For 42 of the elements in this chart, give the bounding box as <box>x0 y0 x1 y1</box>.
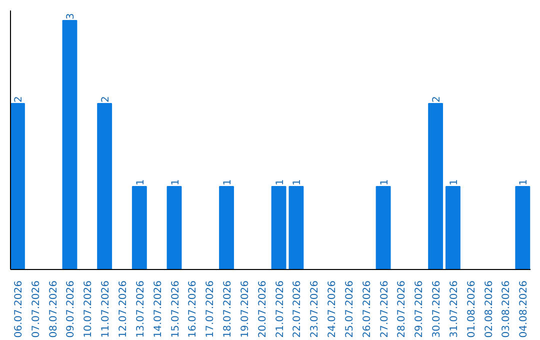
data-label: 1 <box>518 179 530 186</box>
data-label: 1 <box>170 179 182 186</box>
x-tick-label: 16.07.2026 <box>188 280 199 338</box>
x-tick-label: 18.07.2026 <box>222 280 234 338</box>
x-tick-label: 27.07.2026 <box>379 280 390 338</box>
x-tick-label: 01.08.2026 <box>466 280 478 338</box>
x-tick-label: 28.07.2026 <box>396 280 408 338</box>
data-label: 1 <box>274 179 286 186</box>
x-tick-label: 20.07.2026 <box>257 280 268 338</box>
x-tick-label: 25.07.2026 <box>344 280 356 338</box>
data-label: 1 <box>292 179 304 186</box>
data-label: 1 <box>222 179 234 186</box>
x-tick-label: 08.07.2026 <box>48 280 60 338</box>
x-tick-label: 06.07.2026 <box>13 280 24 338</box>
x-tick-label: 22.07.2026 <box>292 280 304 338</box>
x-tick-label: 13.07.2026 <box>135 280 146 338</box>
x-tick-label: 10.07.2026 <box>83 280 94 338</box>
x-tick-label: 09.07.2026 <box>66 280 77 338</box>
data-label: 2 <box>432 96 443 102</box>
x-tick-label: 31.07.2026 <box>448 280 460 338</box>
data-label: 1 <box>135 179 146 186</box>
x-tick-label: 24.07.2026 <box>327 280 338 338</box>
x-tick-label: 03.08.2026 <box>501 280 512 338</box>
x-tick-label: 21.07.2026 <box>274 280 286 338</box>
data-label: 2 <box>100 96 112 102</box>
x-tick-label: 07.07.2026 <box>30 280 42 338</box>
x-tick-label: 12.07.2026 <box>118 280 129 338</box>
x-tick-label: 30.07.2026 <box>432 280 443 338</box>
x-tick-label: 04.08.2026 <box>518 280 530 338</box>
x-tick-label: 11.07.2026 <box>100 280 112 338</box>
data-label: 1 <box>448 179 460 186</box>
x-tick-label: 14.07.2026 <box>152 280 164 338</box>
x-tick-label: 19.07.2026 <box>240 280 251 338</box>
data-label: 2 <box>13 96 24 102</box>
x-tick-label: 15.07.2026 <box>170 280 182 338</box>
x-tick-label: 26.07.2026 <box>362 280 373 338</box>
x-tick-label: 23.07.2026 <box>310 280 321 338</box>
x-tick-label: 29.07.2026 <box>414 280 426 338</box>
x-tick-label: 02.08.2026 <box>484 280 495 338</box>
data-label: 1 <box>379 179 390 186</box>
data-label: 3 <box>66 13 77 20</box>
x-tick-label: 17.07.2026 <box>205 280 216 338</box>
